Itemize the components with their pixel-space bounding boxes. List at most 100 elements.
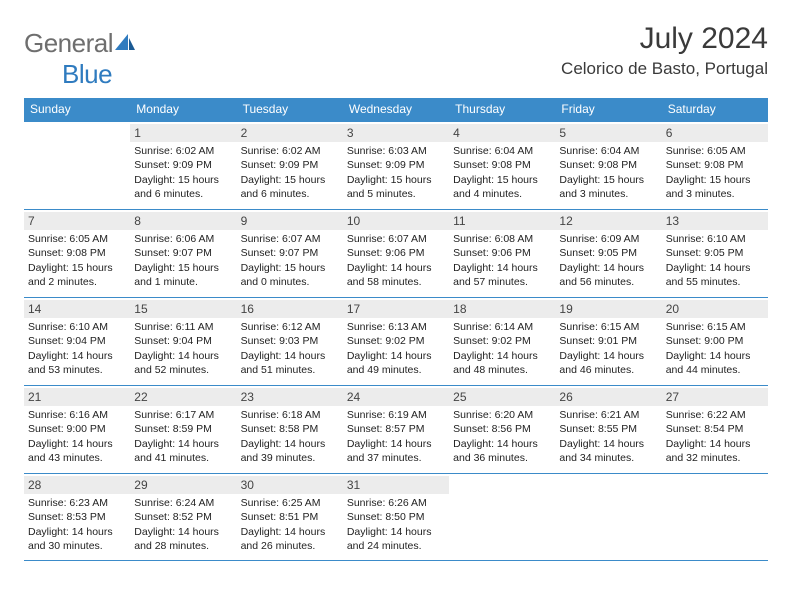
daylight-text: Daylight: 15 hours and 4 minutes. xyxy=(453,173,551,201)
day-number: 31 xyxy=(343,476,449,494)
sunset-text: Sunset: 9:02 PM xyxy=(347,334,445,348)
sunset-text: Sunset: 9:07 PM xyxy=(134,246,232,260)
day-number: 19 xyxy=(555,300,661,318)
sunset-text: Sunset: 8:56 PM xyxy=(453,422,551,436)
day-number: 11 xyxy=(449,212,555,230)
daylight-text: Daylight: 14 hours and 53 minutes. xyxy=(28,349,126,377)
cell-body: Sunrise: 6:11 AMSunset: 9:04 PMDaylight:… xyxy=(134,320,232,377)
sunset-text: Sunset: 9:09 PM xyxy=(134,158,232,172)
daylight-text: Daylight: 14 hours and 48 minutes. xyxy=(453,349,551,377)
cell-body: Sunrise: 6:21 AMSunset: 8:55 PMDaylight:… xyxy=(559,408,657,465)
sunset-text: Sunset: 8:53 PM xyxy=(28,510,126,524)
sunrise-text: Sunrise: 6:06 AM xyxy=(134,232,232,246)
cell-body: Sunrise: 6:10 AMSunset: 9:04 PMDaylight:… xyxy=(28,320,126,377)
weekday-header: Monday xyxy=(130,98,236,121)
daylight-text: Daylight: 15 hours and 6 minutes. xyxy=(241,173,339,201)
weekday-header: Tuesday xyxy=(237,98,343,121)
sunrise-text: Sunrise: 6:10 AM xyxy=(666,232,764,246)
cell-body: Sunrise: 6:04 AMSunset: 9:08 PMDaylight:… xyxy=(453,144,551,201)
calendar-cell: 15Sunrise: 6:11 AMSunset: 9:04 PMDayligh… xyxy=(130,297,236,385)
day-number: 9 xyxy=(237,212,343,230)
sunset-text: Sunset: 9:04 PM xyxy=(134,334,232,348)
daylight-text: Daylight: 14 hours and 49 minutes. xyxy=(347,349,445,377)
daylight-text: Daylight: 14 hours and 41 minutes. xyxy=(134,437,232,465)
sunset-text: Sunset: 9:06 PM xyxy=(453,246,551,260)
cell-body: Sunrise: 6:08 AMSunset: 9:06 PMDaylight:… xyxy=(453,232,551,289)
daylight-text: Daylight: 14 hours and 56 minutes. xyxy=(559,261,657,289)
daylight-text: Daylight: 15 hours and 0 minutes. xyxy=(241,261,339,289)
daylight-text: Daylight: 14 hours and 37 minutes. xyxy=(347,437,445,465)
daylight-text: Daylight: 15 hours and 5 minutes. xyxy=(347,173,445,201)
day-number: 28 xyxy=(24,476,130,494)
sunrise-text: Sunrise: 6:22 AM xyxy=(666,408,764,422)
weekday-header: Sunday xyxy=(24,98,130,121)
day-number: 24 xyxy=(343,388,449,406)
cell-body: Sunrise: 6:19 AMSunset: 8:57 PMDaylight:… xyxy=(347,408,445,465)
cell-body: Sunrise: 6:26 AMSunset: 8:50 PMDaylight:… xyxy=(347,496,445,553)
sunset-text: Sunset: 8:57 PM xyxy=(347,422,445,436)
day-number: 27 xyxy=(662,388,768,406)
day-number: 10 xyxy=(343,212,449,230)
calendar-cell: 22Sunrise: 6:17 AMSunset: 8:59 PMDayligh… xyxy=(130,385,236,473)
sunset-text: Sunset: 9:06 PM xyxy=(347,246,445,260)
cell-body: Sunrise: 6:06 AMSunset: 9:07 PMDaylight:… xyxy=(134,232,232,289)
sunrise-text: Sunrise: 6:15 AM xyxy=(666,320,764,334)
day-number: 12 xyxy=(555,212,661,230)
sunset-text: Sunset: 9:03 PM xyxy=(241,334,339,348)
sunset-text: Sunset: 8:51 PM xyxy=(241,510,339,524)
sunrise-text: Sunrise: 6:12 AM xyxy=(241,320,339,334)
sunrise-text: Sunrise: 6:14 AM xyxy=(453,320,551,334)
daylight-text: Daylight: 14 hours and 30 minutes. xyxy=(28,525,126,553)
calendar-cell: 7Sunrise: 6:05 AMSunset: 9:08 PMDaylight… xyxy=(24,209,130,297)
cell-body: Sunrise: 6:07 AMSunset: 9:06 PMDaylight:… xyxy=(347,232,445,289)
calendar-cell: 9Sunrise: 6:07 AMSunset: 9:07 PMDaylight… xyxy=(237,209,343,297)
sunset-text: Sunset: 8:55 PM xyxy=(559,422,657,436)
daylight-text: Daylight: 14 hours and 43 minutes. xyxy=(28,437,126,465)
day-number: 17 xyxy=(343,300,449,318)
daylight-text: Daylight: 14 hours and 51 minutes. xyxy=(241,349,339,377)
cell-body: Sunrise: 6:20 AMSunset: 8:56 PMDaylight:… xyxy=(453,408,551,465)
day-number: 3 xyxy=(343,124,449,142)
daylight-text: Daylight: 14 hours and 39 minutes. xyxy=(241,437,339,465)
daylight-text: Daylight: 14 hours and 52 minutes. xyxy=(134,349,232,377)
daylight-text: Daylight: 14 hours and 24 minutes. xyxy=(347,525,445,553)
sunset-text: Sunset: 9:00 PM xyxy=(28,422,126,436)
calendar-cell: 17Sunrise: 6:13 AMSunset: 9:02 PMDayligh… xyxy=(343,297,449,385)
cell-body: Sunrise: 6:17 AMSunset: 8:59 PMDaylight:… xyxy=(134,408,232,465)
calendar-cell: 20Sunrise: 6:15 AMSunset: 9:00 PMDayligh… xyxy=(662,297,768,385)
daylight-text: Daylight: 15 hours and 3 minutes. xyxy=(559,173,657,201)
calendar-cell: 31 Sunrise: 6:26 AMSunset: 8:50 PMDayligh… xyxy=(343,473,449,561)
calendar-cell: 23Sunrise: 6:18 AMSunset: 8:58 PMDayligh… xyxy=(237,385,343,473)
calendar-cell: 13 Sunrise: 6:10 AMSunset: 9:05 PMDayligh… xyxy=(662,209,768,297)
daylight-text: Daylight: 14 hours and 58 minutes. xyxy=(347,261,445,289)
logo: GeneralBlue xyxy=(24,28,135,90)
daylight-text: Daylight: 14 hours and 55 minutes. xyxy=(666,261,764,289)
day-number: 13 xyxy=(662,212,768,230)
daylight-text: Daylight: 14 hours and 26 minutes. xyxy=(241,525,339,553)
daylight-text: Daylight: 14 hours and 34 minutes. xyxy=(559,437,657,465)
daylight-text: Daylight: 15 hours and 1 minute. xyxy=(134,261,232,289)
cell-body: Sunrise: 6:03 AMSunset: 9:09 PMDaylight:… xyxy=(347,144,445,201)
cell-body: Sunrise: 6:10 AMSunset: 9:05 PMDaylight:… xyxy=(666,232,764,289)
daylight-text: Daylight: 14 hours and 44 minutes. xyxy=(666,349,764,377)
daylight-text: Daylight: 15 hours and 3 minutes. xyxy=(666,173,764,201)
sunset-text: Sunset: 9:01 PM xyxy=(559,334,657,348)
sunrise-text: Sunrise: 6:07 AM xyxy=(347,232,445,246)
sunrise-text: Sunrise: 6:08 AM xyxy=(453,232,551,246)
daylight-text: Daylight: 14 hours and 28 minutes. xyxy=(134,525,232,553)
cell-body: Sunrise: 6:23 AMSunset: 8:53 PMDaylight:… xyxy=(28,496,126,553)
sunset-text: Sunset: 9:05 PM xyxy=(666,246,764,260)
day-number: 14 xyxy=(24,300,130,318)
sunrise-text: Sunrise: 6:07 AM xyxy=(241,232,339,246)
sunrise-text: Sunrise: 6:20 AM xyxy=(453,408,551,422)
day-number: 21 xyxy=(24,388,130,406)
logo-part1: General xyxy=(24,28,113,58)
calendar-cell: 5Sunrise: 6:04 AMSunset: 9:08 PMDaylight… xyxy=(555,121,661,209)
sunrise-text: Sunrise: 6:04 AM xyxy=(453,144,551,158)
calendar-cell: 12Sunrise: 6:09 AMSunset: 9:05 PMDayligh… xyxy=(555,209,661,297)
sunset-text: Sunset: 9:05 PM xyxy=(559,246,657,260)
daylight-text: Daylight: 14 hours and 32 minutes. xyxy=(666,437,764,465)
sunrise-text: Sunrise: 6:24 AM xyxy=(134,496,232,510)
sunset-text: Sunset: 9:08 PM xyxy=(28,246,126,260)
calendar-cell: 29Sunrise: 6:24 AMSunset: 8:52 PMDayligh… xyxy=(130,473,236,561)
